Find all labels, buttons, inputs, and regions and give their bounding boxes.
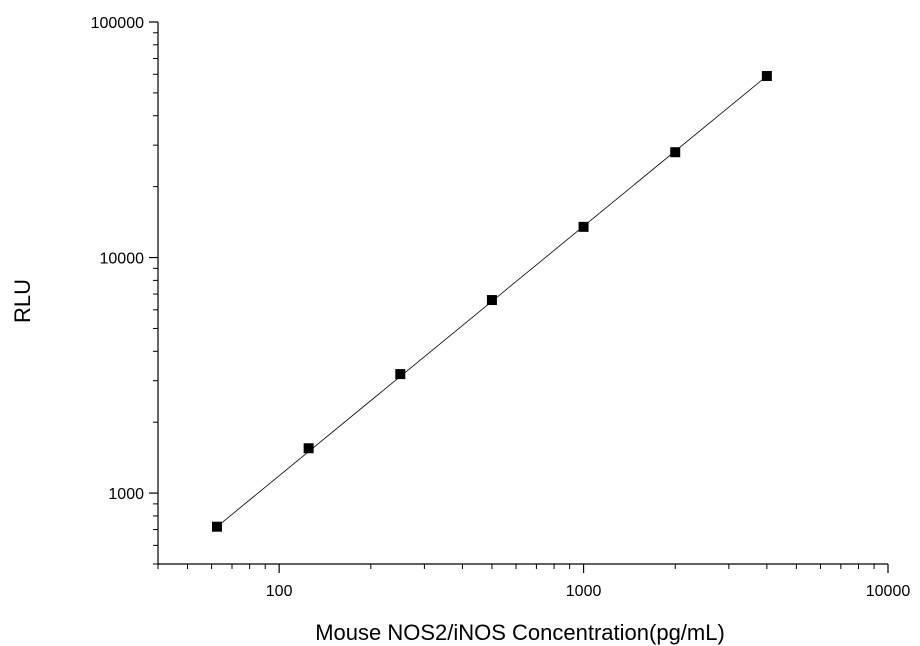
data-point — [395, 369, 406, 380]
x-axis-label: Mouse NOS2/iNOS Concentration(pg/mL) — [315, 620, 725, 645]
x-tick-label: 100 — [266, 583, 293, 600]
y-axis-label: RLU — [10, 279, 35, 323]
labels: Mouse NOS2/iNOS Concentration(pg/mL) RLU — [10, 279, 725, 645]
y-tick-label: 10000 — [100, 251, 145, 268]
x-tick-label: 10000 — [866, 583, 911, 600]
x-tick-label: 1000 — [566, 583, 602, 600]
data-point — [578, 221, 589, 232]
data-point — [670, 147, 681, 158]
y-tick-label: 1000 — [108, 486, 144, 503]
data-point — [212, 521, 223, 532]
axes: 100 1000 10000 1000 10000 100000 — [91, 15, 911, 600]
data-point — [486, 295, 497, 306]
data-point — [303, 443, 314, 454]
y-tick-label: 100000 — [91, 15, 144, 32]
data-point — [761, 70, 772, 81]
data-points — [212, 70, 772, 532]
